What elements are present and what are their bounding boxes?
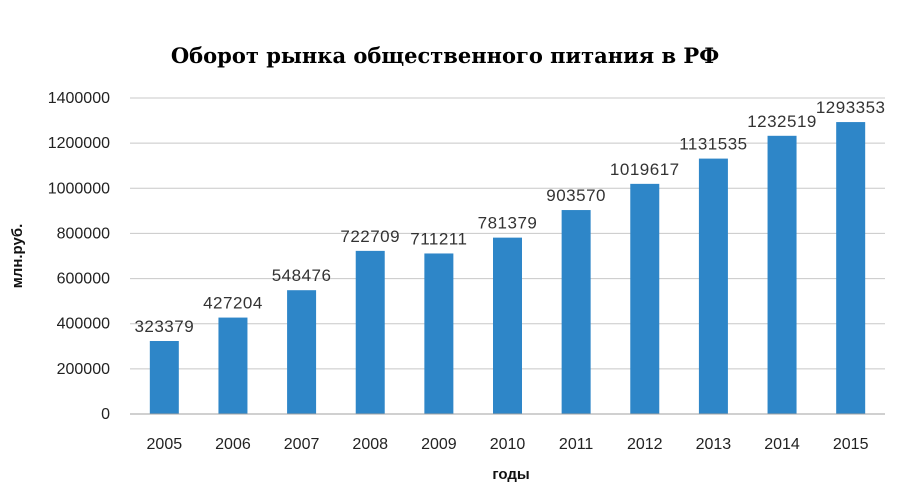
data-label: 1293353 bbox=[816, 98, 886, 117]
data-label: 903570 bbox=[546, 186, 606, 205]
data-label: 1131535 bbox=[679, 135, 747, 154]
x-tick-label: 2006 bbox=[215, 436, 251, 453]
x-tick-label: 2008 bbox=[352, 436, 388, 453]
x-tick-labels: 2005 2006 2007 2008 2009 2010 2011 2012 2013 2014… bbox=[147, 436, 869, 453]
y-axis-title: млн.руб. bbox=[9, 224, 26, 289]
x-tick-label: 2015 bbox=[833, 436, 869, 453]
x-tick-label: 2013 bbox=[696, 436, 732, 453]
bar-2009 bbox=[424, 253, 454, 414]
x-tick-label: 2005 bbox=[147, 436, 183, 453]
bar-2012 bbox=[630, 183, 660, 414]
y-tick-label: 800000 bbox=[57, 225, 110, 242]
data-label: 427204 bbox=[203, 294, 263, 313]
x-tick-label: 2014 bbox=[764, 436, 800, 453]
y-tick-label: 1400000 bbox=[48, 90, 110, 107]
x-tick-label: 2011 bbox=[559, 436, 594, 453]
bar-2010 bbox=[493, 237, 522, 414]
data-label: 1232519 bbox=[747, 112, 817, 131]
data-label: 1019617 bbox=[610, 160, 680, 179]
bar-2008 bbox=[355, 250, 385, 414]
data-label: 722709 bbox=[340, 227, 400, 246]
x-tick-label: 2007 bbox=[284, 436, 320, 453]
bar-2013 bbox=[698, 158, 728, 414]
bar-2007 bbox=[287, 290, 317, 414]
chart-title: Оборот рынка общественного питания в РФ bbox=[171, 43, 719, 68]
data-label: 781379 bbox=[478, 214, 538, 233]
x-axis-title: годы bbox=[492, 466, 529, 483]
x-tick-label: 2009 bbox=[421, 436, 457, 453]
y-tick-label: 0 bbox=[101, 406, 110, 423]
bar-2014 bbox=[767, 135, 797, 414]
data-label: 711211 bbox=[410, 229, 467, 248]
x-tick-label: 2010 bbox=[490, 436, 526, 453]
bars bbox=[149, 122, 866, 415]
y-tick-label: 200000 bbox=[57, 361, 110, 378]
x-tick-label: 2012 bbox=[627, 436, 663, 453]
bar-2006 bbox=[218, 317, 248, 414]
y-tick-labels: 0 200000 400000 600000 800000 1000000 1200000 1… bbox=[48, 90, 110, 423]
y-tick-label: 400000 bbox=[57, 316, 110, 333]
bar-2011 bbox=[561, 210, 591, 414]
data-label: 548476 bbox=[272, 266, 332, 285]
y-tick-label: 1000000 bbox=[48, 180, 110, 197]
data-label: 323379 bbox=[134, 317, 194, 336]
data-labels: 323379 427204 548476 722709 711211 781379 9035… bbox=[134, 98, 885, 336]
y-tick-label: 600000 bbox=[57, 271, 110, 288]
bar-2005 bbox=[149, 341, 179, 414]
bar-2015 bbox=[836, 122, 866, 415]
y-tick-label: 1200000 bbox=[48, 135, 110, 152]
